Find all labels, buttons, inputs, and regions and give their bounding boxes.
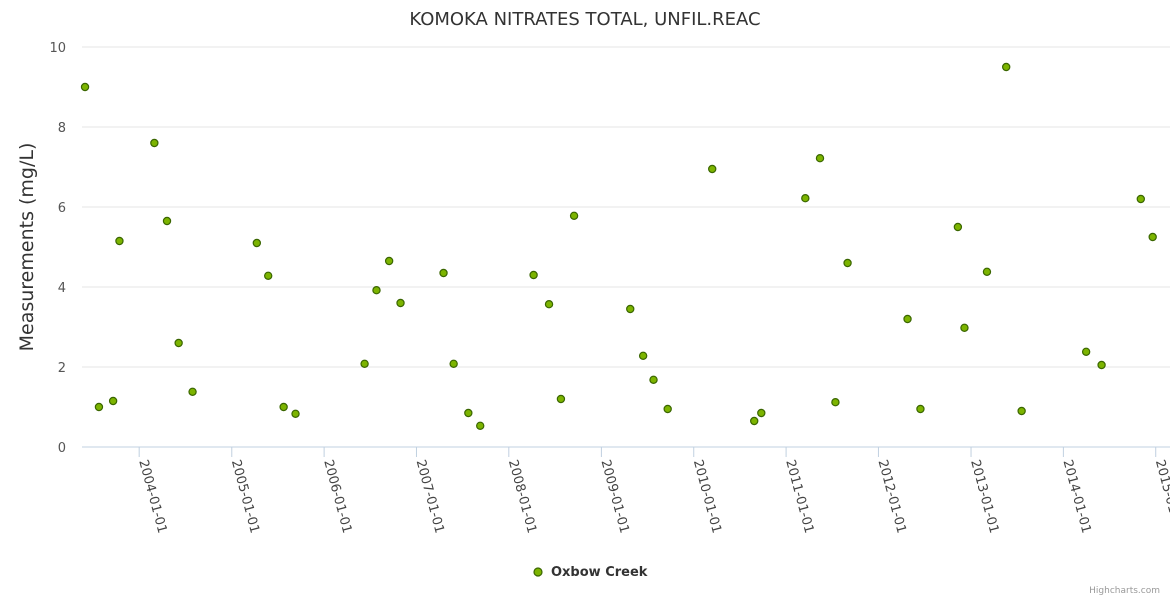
data-point[interactable] (663, 404, 672, 414)
data-point[interactable] (279, 402, 288, 412)
data-point[interactable] (708, 164, 717, 174)
x-tick-label: 2004-01-01 (135, 458, 169, 535)
x-tick-label: 2005-01-01 (228, 458, 262, 535)
data-point[interactable] (150, 138, 159, 148)
data-point[interactable] (252, 238, 262, 248)
data-point[interactable] (953, 222, 963, 232)
x-tick-label: 2010-01-01 (690, 458, 724, 535)
data-point[interactable] (1081, 347, 1091, 356)
data-point[interactable] (188, 387, 197, 396)
data-point[interactable] (476, 421, 485, 430)
data-point[interactable] (1097, 360, 1106, 370)
y-tick-label: 0 (58, 441, 66, 456)
data-point[interactable] (291, 409, 300, 418)
data-point[interactable] (529, 270, 538, 280)
x-tick-label: 2008-01-01 (505, 458, 539, 535)
data-point[interactable] (960, 323, 969, 332)
data-point[interactable] (94, 402, 104, 412)
data-point[interactable] (1148, 232, 1157, 242)
y-axis-title: Measurements (mg/L) (16, 143, 38, 352)
data-point[interactable] (174, 338, 183, 348)
data-point[interactable] (626, 304, 635, 314)
data-point[interactable] (750, 416, 759, 426)
x-tick-label: 2015-01-01 (1152, 458, 1170, 535)
x-tick-label: 2013-01-01 (967, 458, 1001, 535)
data-point[interactable] (115, 236, 124, 246)
data-point[interactable] (384, 256, 394, 266)
data-point[interactable] (439, 268, 448, 278)
x-tick-label: 2012-01-01 (875, 458, 909, 535)
y-tick-label: 6 (58, 201, 66, 216)
chart-title: KOMOKA NITRATES TOTAL, UNFIL.REAC (409, 9, 760, 30)
data-point[interactable] (544, 300, 554, 309)
data-point[interactable] (108, 396, 118, 406)
data-point[interactable] (831, 398, 840, 407)
data-point[interactable] (638, 351, 648, 360)
data-point[interactable] (80, 82, 90, 92)
x-tick-label: 2006-01-01 (320, 458, 354, 535)
data-point[interactable] (757, 408, 766, 418)
data-point[interactable] (916, 404, 925, 414)
data-point[interactable] (843, 258, 852, 268)
data-point[interactable] (464, 408, 473, 418)
x-tick-label: 2009-01-01 (598, 458, 632, 535)
data-point[interactable] (372, 286, 381, 295)
data-point[interactable] (556, 394, 566, 404)
y-tick-label: 8 (58, 121, 66, 136)
legend-marker (533, 567, 543, 577)
data-point[interactable] (449, 359, 458, 368)
series-oxbow-creek (80, 62, 1157, 430)
grid-lines (82, 46, 1170, 368)
data-point[interactable] (569, 211, 579, 220)
legend-item-oxbow-creek[interactable]: Oxbow Creek (551, 565, 648, 580)
data-point[interactable] (903, 314, 912, 324)
x-tick-label: 2007-01-01 (413, 458, 447, 535)
y-axis-ticks: 0 2 4 6 8 10 (49, 41, 66, 456)
legend[interactable]: Oxbow Creek (533, 565, 648, 580)
data-point[interactable] (801, 193, 810, 203)
data-point[interactable] (1002, 62, 1011, 72)
data-point[interactable] (815, 153, 825, 163)
data-point[interactable] (396, 298, 405, 308)
data-point[interactable] (649, 375, 658, 384)
x-tick-label: 2011-01-01 (782, 458, 816, 535)
data-point[interactable] (360, 359, 369, 368)
y-tick-label: 2 (58, 361, 66, 376)
data-point[interactable] (1017, 406, 1026, 416)
x-axis-ticks: 2004-01-01 2005-01-01 2006-01-01 2007-01-01… (135, 447, 1170, 535)
data-point[interactable] (982, 267, 992, 276)
data-point[interactable] (162, 216, 172, 226)
data-point[interactable] (264, 271, 273, 280)
credits-link[interactable]: Highcharts.com (1089, 586, 1160, 596)
data-point[interactable] (1136, 194, 1145, 204)
x-tick-label: 2014-01-01 (1060, 458, 1094, 535)
y-tick-label: 10 (49, 41, 66, 56)
y-tick-label: 4 (58, 281, 66, 296)
